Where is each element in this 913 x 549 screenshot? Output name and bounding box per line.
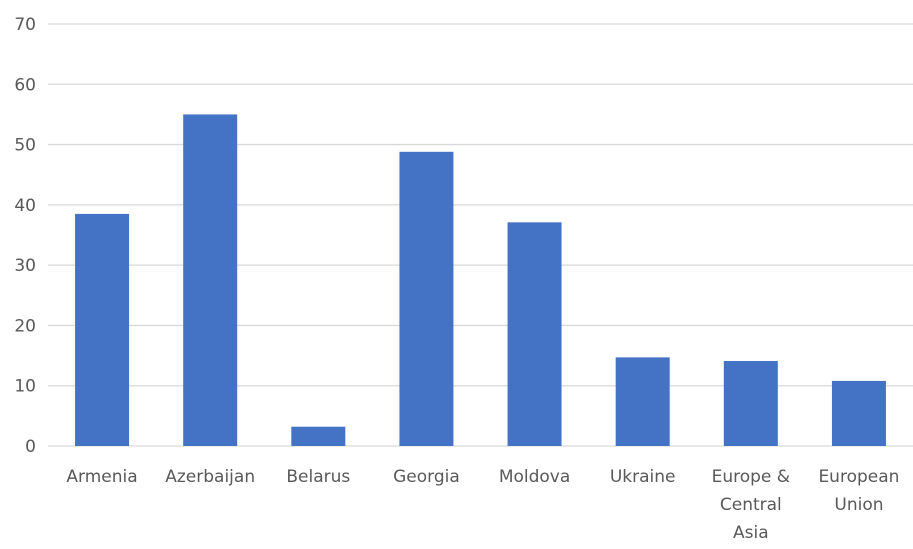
grid-layer: [48, 23, 913, 447]
y-tick-label: 70: [14, 15, 36, 35]
bar: [183, 114, 238, 446]
bar-series: [75, 114, 886, 446]
x-category-label: Azerbaijan: [165, 467, 255, 487]
x-category-label: Georgia: [393, 467, 460, 487]
y-tick-label: 10: [14, 377, 36, 397]
y-tick-label: 60: [14, 75, 36, 95]
bar: [723, 360, 778, 446]
y-tick-label: 50: [14, 136, 36, 156]
x-axis: Armenia Azerbaijan Belarus Georgia Moldova Uk…: [66, 467, 899, 543]
y-tick-label: 30: [14, 256, 36, 276]
y-tick-label: 40: [14, 196, 36, 216]
bar: [399, 151, 454, 446]
x-category-label: Belarus: [286, 467, 350, 487]
x-category-label: Moldova: [499, 467, 570, 487]
x-category-label: Union: [834, 495, 883, 515]
bar: [615, 357, 670, 446]
bar: [291, 426, 346, 446]
x-category-label: Europe &: [712, 467, 790, 487]
x-category-label: Armenia: [66, 467, 137, 487]
x-category-label: Ukraine: [610, 467, 676, 487]
y-tick-label: 20: [14, 316, 36, 336]
bar: [831, 380, 886, 446]
x-category-label: Central: [720, 495, 782, 515]
bar: [75, 213, 130, 446]
x-category-label: Asia: [733, 523, 769, 543]
y-axis: 0 10 20 30 40 50 60 70: [14, 15, 36, 457]
y-tick-label: 0: [25, 437, 36, 457]
bar: [507, 222, 562, 446]
x-category-label: European: [818, 467, 899, 487]
